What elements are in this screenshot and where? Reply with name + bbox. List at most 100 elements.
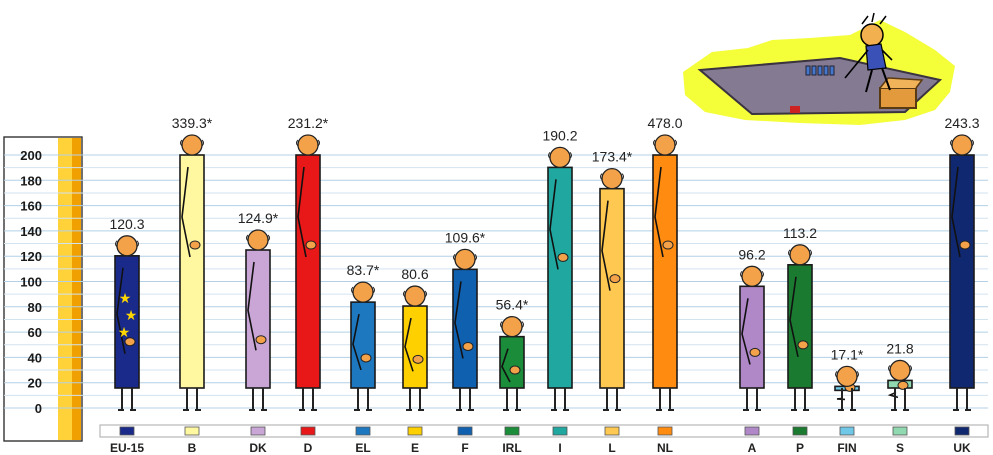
star-icon: ★ <box>125 307 138 323</box>
category-label: NL <box>657 441 673 455</box>
category-label: FIN <box>837 441 856 455</box>
category-label: A <box>748 441 757 455</box>
value-label: 243.3 <box>944 115 979 131</box>
category-swatch <box>184 426 200 436</box>
y-tick-label: 200 <box>20 148 42 163</box>
category-swatch <box>892 426 908 436</box>
y-tick-label: 180 <box>20 173 42 188</box>
bar <box>350 301 376 389</box>
category-swatch <box>744 426 760 436</box>
category-label: IRL <box>502 441 521 455</box>
bar <box>452 268 478 389</box>
bar-figures: ★★★ <box>114 134 975 411</box>
category-swatch <box>119 426 135 436</box>
bar <box>179 154 205 389</box>
value-label: 339.3* <box>172 115 213 131</box>
bar-figure-nl <box>652 134 678 411</box>
category-label: I <box>558 441 561 455</box>
figure-head <box>889 359 911 382</box>
bar-figure-f <box>452 248 478 411</box>
bar-figure-fin <box>834 365 860 411</box>
category-swatch <box>792 426 808 436</box>
value-label: 113.2 <box>783 225 817 241</box>
bar-figure-uk <box>949 134 975 411</box>
y-tick-label: 40 <box>28 350 42 365</box>
figure-head <box>247 229 269 251</box>
bar-figure-l <box>599 167 625 411</box>
value-label: 190.2 <box>542 127 577 143</box>
value-label: 96.2 <box>738 246 765 262</box>
y-tick-label: 140 <box>20 224 42 239</box>
category-strip <box>99 424 989 438</box>
bar <box>295 154 321 389</box>
category-swatch <box>839 426 855 436</box>
figure-head <box>404 285 426 307</box>
category-label: D <box>304 441 313 455</box>
value-label: 478.0 <box>647 115 682 131</box>
figure-head <box>789 244 811 266</box>
value-label: 231.2* <box>288 115 329 131</box>
illustration-figure-on-mat <box>683 12 955 125</box>
figure-head <box>549 146 571 169</box>
category-label: B <box>188 441 197 455</box>
gridlines <box>4 154 988 409</box>
bar-figure-dk <box>245 229 271 411</box>
value-label: 80.6 <box>401 266 428 282</box>
category-swatch <box>300 426 316 436</box>
category-label: F <box>461 441 468 455</box>
value-label: 17.1* <box>831 346 864 362</box>
bar-figure-d <box>295 134 321 411</box>
y-tick-label: 0 <box>35 401 42 416</box>
bar-figure-p <box>787 244 813 411</box>
category-labels: EU-15 B DK D EL E F IRL I L NL A P FIN S UK <box>110 426 971 455</box>
figure-head <box>454 248 476 271</box>
category-swatch <box>457 426 473 436</box>
category-swatch <box>552 426 568 436</box>
category-swatch <box>250 426 266 436</box>
bar <box>599 187 625 389</box>
bar-figure-eu-15: ★★★ <box>114 235 140 411</box>
bar-figure-e <box>402 285 428 411</box>
category-label: UK <box>953 441 971 455</box>
figure-head <box>951 134 973 156</box>
bar <box>949 154 975 389</box>
value-label: 120.3 <box>109 216 144 232</box>
category-swatch <box>504 426 520 436</box>
figure-head <box>352 281 374 303</box>
y-tick-label: 100 <box>20 275 42 290</box>
star-icon: ★ <box>119 290 132 306</box>
category-label: E <box>411 441 419 455</box>
figure-head <box>181 134 203 156</box>
category-label: EL <box>355 441 370 455</box>
value-label: 173.4* <box>592 149 633 165</box>
bar-figure-b <box>179 134 205 411</box>
category-label: P <box>796 441 804 455</box>
figure-head <box>297 134 319 156</box>
figure-head <box>836 365 858 388</box>
y-tick-label: 160 <box>20 199 42 214</box>
bar-figure-i <box>547 146 573 411</box>
category-label: DK <box>249 441 267 455</box>
bar-figure-irl <box>499 316 525 411</box>
category-swatch <box>407 426 423 436</box>
category-swatch <box>954 426 970 436</box>
value-label: 21.8 <box>886 340 913 356</box>
category-swatch <box>604 426 620 436</box>
bar <box>402 305 428 389</box>
figure-head <box>601 167 623 190</box>
category-label: L <box>608 441 615 455</box>
figure-head <box>741 265 763 287</box>
category-swatch <box>657 426 673 436</box>
value-label: 109.6* <box>445 229 486 245</box>
bar-figure-a <box>739 265 765 411</box>
value-labels: 120.3 339.3* 124.9* 231.2* 83.7* 80.6 109.6* 56… <box>109 115 979 362</box>
figure-head <box>501 316 523 338</box>
bar <box>652 154 678 389</box>
value-label: 124.9* <box>238 210 279 226</box>
category-swatch <box>355 426 371 436</box>
y-tick-label: 20 <box>28 376 42 391</box>
y-axis-panel <box>3 136 83 442</box>
y-tick-label: 80 <box>28 300 42 315</box>
